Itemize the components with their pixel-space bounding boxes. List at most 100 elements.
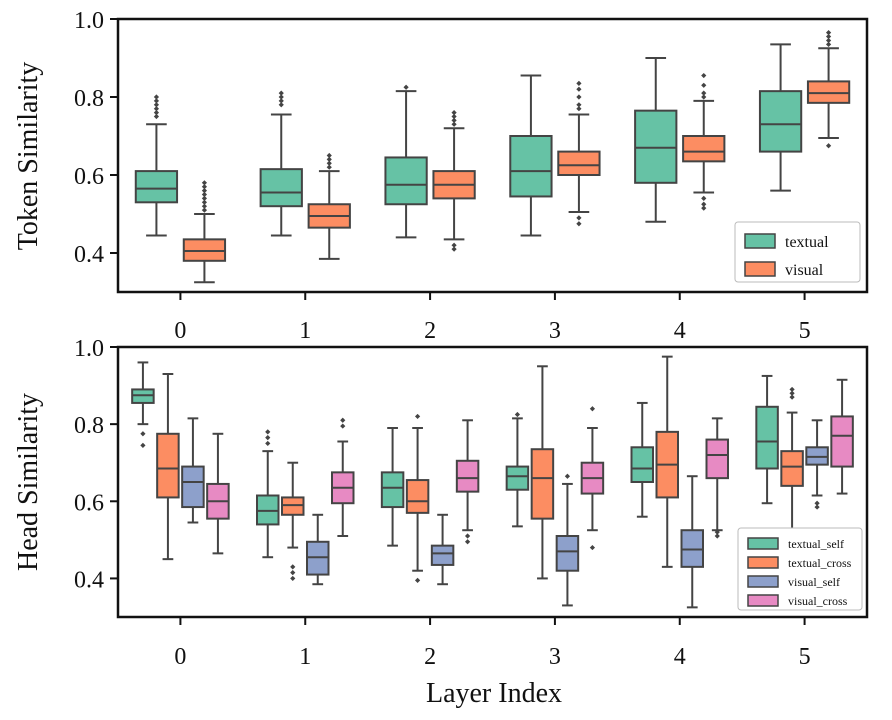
- box-visual_cross: [206, 432, 230, 555]
- box-body: [430, 544, 455, 566]
- flier-point: [451, 117, 457, 123]
- flier-point: [153, 113, 160, 120]
- y-tick-label: 0.8: [74, 86, 104, 112]
- box-visual: [307, 152, 351, 260]
- box-visual: [806, 30, 851, 149]
- flier-point: [576, 215, 582, 221]
- legend-swatch-visual_cross: [747, 594, 779, 607]
- box-textual_cross: [405, 413, 430, 583]
- box-textual_self: [380, 427, 405, 547]
- flier-point: [326, 160, 332, 166]
- legend-label-visual_self: visual_self: [788, 575, 840, 589]
- box-body: [530, 448, 555, 520]
- flier-point: [576, 102, 582, 108]
- flier-point: [278, 102, 284, 108]
- box-visual: [682, 72, 726, 211]
- box-textual_cross: [655, 355, 679, 568]
- x-tick-label: 5: [799, 318, 811, 344]
- x-axis-label: Layer Index: [426, 678, 562, 709]
- box-textual: [384, 84, 428, 239]
- box-visual_cross: [455, 419, 480, 545]
- box-visual_cross: [830, 378, 854, 495]
- flier-point: [265, 435, 271, 441]
- flier-point: [701, 72, 707, 79]
- y-tick-label: 0.8: [74, 413, 104, 439]
- box-textual_self: [505, 411, 530, 528]
- flier-point: [714, 529, 720, 535]
- head-similarity-legend: textual_self textual_cross visual_selfvisu…: [737, 527, 863, 611]
- flier-point: [140, 442, 146, 448]
- x-tick-label: 4: [674, 644, 686, 670]
- legend-label-textual_self: textual_self: [788, 537, 844, 551]
- y-tick-label: 1.0: [74, 336, 104, 362]
- x-tick-label: 1: [299, 644, 311, 670]
- flier-point: [278, 90, 284, 96]
- box-body: [156, 432, 180, 499]
- box-body: [755, 405, 779, 470]
- x-tick-label: 2: [424, 318, 436, 344]
- box-textual_self: [755, 374, 779, 505]
- x-tick-label: 2: [424, 644, 436, 670]
- plot-frame: [116, 345, 869, 619]
- box-body: [557, 150, 601, 177]
- flier-point: [326, 152, 332, 159]
- x-tick-label: 3: [549, 644, 561, 670]
- x-tick-label: 4: [674, 318, 686, 344]
- box-body: [830, 415, 854, 468]
- flier-point: [201, 180, 208, 186]
- flier-point: [201, 199, 208, 205]
- plot-frame: [116, 17, 869, 294]
- flier-point: [201, 203, 208, 209]
- flier-point: [825, 41, 832, 47]
- box-body: [134, 170, 179, 204]
- flier-point: [701, 195, 707, 201]
- token-similarity-axes: 0.4 0.6 0.8 1.0 0 1 2 3 4 5: [74, 8, 869, 344]
- flier-point: [701, 82, 707, 88]
- box-textual_cross: [530, 365, 555, 580]
- flier-point: [576, 221, 582, 227]
- box-body: [405, 479, 430, 514]
- flier-point: [201, 207, 208, 213]
- box-body: [380, 471, 405, 509]
- box-body: [505, 465, 530, 491]
- flier-point: [201, 191, 208, 198]
- box-textual_self: [131, 361, 155, 448]
- flier-point: [789, 394, 795, 400]
- box-visual_cross: [331, 417, 355, 537]
- box-body: [259, 168, 303, 208]
- flier-point: [814, 504, 820, 510]
- flier-point: [576, 86, 582, 92]
- box-body: [181, 465, 205, 509]
- y-tick-label: 0.4: [74, 567, 104, 593]
- token-similarity-panel: Token Similarity 0.4 0.6 0.8 1.0 0 1 2 3 4 5 text…: [13, 8, 869, 344]
- legend-swatch-visual_self: [747, 575, 779, 588]
- flier-point: [714, 533, 720, 539]
- flier-point: [340, 417, 346, 423]
- box-visual_self: [805, 419, 829, 510]
- flier-point: [153, 102, 160, 108]
- legend-swatch-textual_cross: [747, 556, 779, 569]
- flier-point: [140, 431, 146, 437]
- flier-point: [825, 30, 832, 36]
- x-tick-label: 3: [549, 318, 561, 344]
- flier-point: [340, 423, 346, 429]
- flier-point: [564, 473, 571, 479]
- box-textual_self: [256, 429, 280, 559]
- flier-point: [825, 33, 832, 40]
- flier-point: [153, 94, 160, 100]
- flier-point: [414, 577, 421, 583]
- flier-point: [514, 411, 521, 418]
- head-similarity-panel: Head Similarity 0.4 0.6 0.8 1.0 0 1 2 3 4 5 textu…: [13, 336, 869, 670]
- head-similarity-boxes: [131, 355, 854, 609]
- box-body: [455, 459, 480, 493]
- flier-point: [278, 94, 284, 100]
- box-body: [682, 135, 726, 163]
- flier-point: [153, 106, 160, 112]
- legend-swatch-textual_self: [747, 537, 779, 550]
- legend-swatch-visual: [744, 261, 776, 277]
- box-visual_cross: [580, 406, 605, 551]
- box-body: [509, 135, 553, 198]
- flier-point: [290, 564, 296, 570]
- flier-point: [576, 94, 582, 100]
- flier-point: [451, 113, 457, 120]
